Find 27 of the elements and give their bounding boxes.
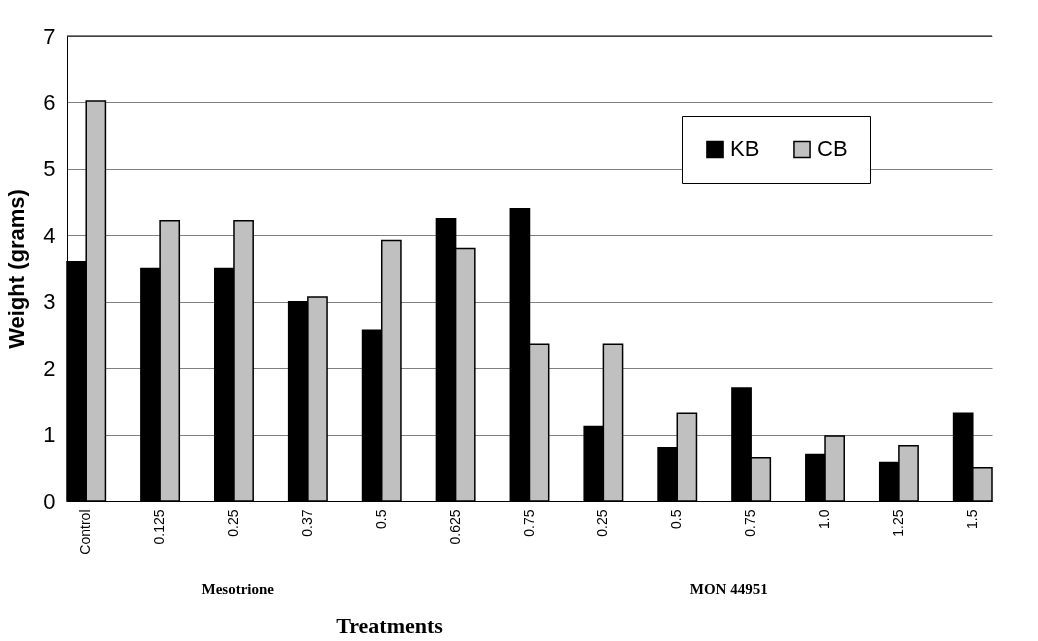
x-tick-label: 0.125 bbox=[151, 509, 168, 545]
x-tick-label: 1.25 bbox=[889, 509, 906, 537]
y-tick-label: 7 bbox=[43, 23, 56, 49]
x-tick-label: 0.75 bbox=[742, 509, 759, 537]
x-tick-label: 0.625 bbox=[446, 509, 463, 545]
x-tick-label: 0.75 bbox=[520, 509, 537, 537]
x-axis-title: Treatments bbox=[336, 613, 444, 638]
text: Mesotrione bbox=[201, 581, 275, 597]
y-tick-label: 1 bbox=[43, 422, 56, 448]
y-tick-label: 2 bbox=[43, 355, 56, 381]
y-tick-label: 3 bbox=[43, 289, 56, 315]
y-tick-label: 5 bbox=[43, 156, 56, 182]
text: MON 44951 bbox=[689, 581, 768, 597]
y-tick-label: 0 bbox=[43, 488, 56, 514]
x-tick-label: 0.5 bbox=[668, 509, 685, 529]
x-tick-label: 0.37 bbox=[298, 509, 315, 537]
x-tick-label: 0.25 bbox=[224, 509, 241, 537]
y-tick-label: 4 bbox=[43, 222, 56, 248]
x-tick-label: 0.5 bbox=[372, 509, 389, 529]
legend-label: KB bbox=[730, 136, 760, 162]
y-axis-title: Weight (grams) bbox=[4, 189, 30, 349]
x-tick-label: 0.25 bbox=[594, 509, 611, 537]
legend-label: CB bbox=[817, 136, 848, 162]
x-tick-label: 1.5 bbox=[963, 509, 980, 529]
x-tick-label: 1.0 bbox=[816, 509, 833, 529]
y-tick-label: 6 bbox=[43, 89, 56, 115]
x-tick-label: Control bbox=[77, 509, 94, 555]
